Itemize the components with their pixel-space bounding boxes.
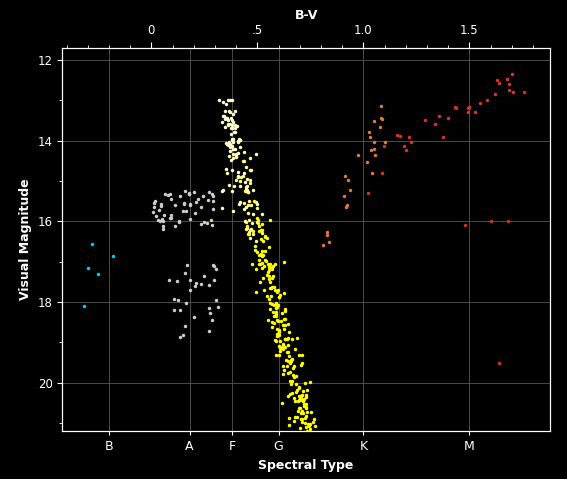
X-axis label: Spectral Type: Spectral Type [259, 459, 354, 472]
X-axis label: B-V: B-V [294, 9, 318, 22]
Y-axis label: Visual Magnitude: Visual Magnitude [19, 179, 32, 300]
